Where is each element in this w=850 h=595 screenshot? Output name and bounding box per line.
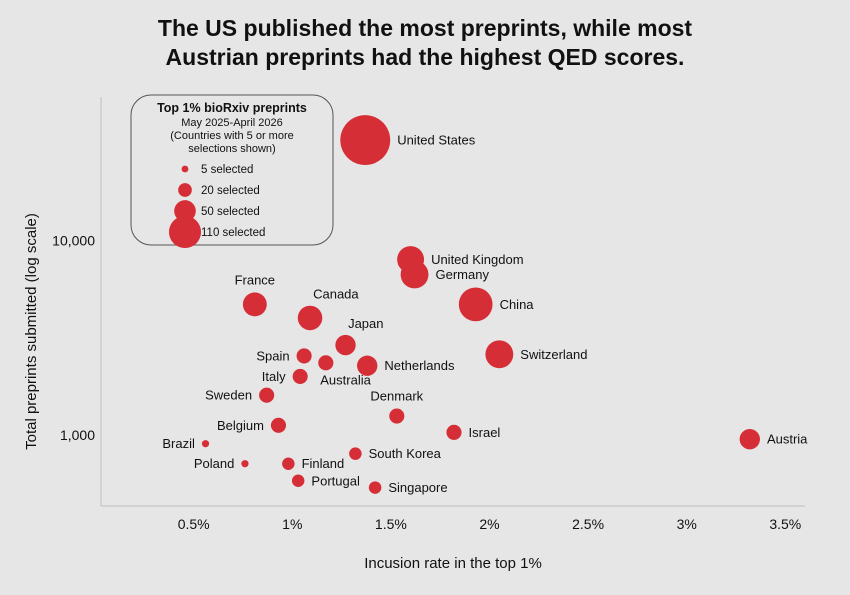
point-label-south-korea: South Korea: [369, 446, 442, 461]
point-label-australia: Australia: [320, 372, 371, 387]
legend-box: [130, 94, 334, 246]
point-label-israel: Israel: [469, 425, 501, 440]
point-sweden: [259, 387, 275, 403]
legend-subtitle: May 2025-April 2026: [181, 117, 283, 129]
point-china: [458, 287, 493, 322]
legend-size-marker: [178, 183, 192, 197]
legend-item-label: 5 selected: [201, 164, 253, 176]
point-label-brazil: Brazil: [162, 436, 195, 451]
point-label-austria: Austria: [767, 432, 808, 447]
point-label-sweden: Sweden: [205, 388, 252, 403]
legend: Top 1% bioRxiv preprints May 2025-April 2…: [130, 94, 334, 249]
x-tick-label: 3.5%: [769, 516, 801, 532]
point-south-korea: [349, 447, 362, 460]
point-belgium: [270, 417, 287, 433]
point-label-portugal: Portugal: [311, 473, 360, 488]
point-label-united-kingdom: United Kingdom: [431, 252, 524, 267]
x-tick-label: 1%: [282, 516, 302, 532]
point-spain: [296, 348, 312, 364]
legend-title: Top 1% bioRxiv preprints: [157, 101, 307, 115]
x-axis-title: Incusion rate in the top 1%: [364, 555, 542, 572]
y-tick-label: 1,000: [60, 427, 95, 443]
point-label-switzerland: Switzerland: [520, 347, 587, 362]
point-label-china: China: [500, 297, 535, 312]
chart-title-line-1: The US published the most preprints, whi…: [157, 15, 693, 41]
x-tick-label: 0.5%: [178, 516, 210, 532]
point-canada: [297, 305, 323, 331]
point-austria: [739, 428, 760, 450]
chart-title-line-2: Austrian preprints had the highest QED s…: [165, 44, 685, 70]
y-axis-title: Total preprints submitted (log scale): [23, 213, 40, 450]
legend-item-label: 20 selected: [201, 185, 260, 197]
legend-item-label: 50 selected: [201, 206, 260, 218]
point-label-germany: Germany: [435, 267, 489, 282]
legend-subtitle: selections shown): [188, 143, 275, 155]
x-tick-label: 2.5%: [572, 516, 604, 532]
chart-title: The US published the most preprints, whi…: [0, 14, 850, 72]
point-portugal: [291, 474, 305, 488]
point-label-canada: Canada: [313, 287, 359, 302]
point-united-states: [340, 115, 391, 166]
point-label-belgium: Belgium: [217, 418, 264, 433]
point-label-singapore: Singapore: [388, 480, 447, 495]
x-tick-label: 1.5%: [375, 516, 407, 532]
point-germany: [400, 260, 429, 289]
point-denmark: [389, 408, 405, 424]
point-singapore: [368, 481, 382, 494]
point-japan: [335, 334, 356, 356]
legend-size-marker: [168, 215, 202, 249]
point-australia: [318, 355, 334, 371]
point-label-united-states: United States: [397, 133, 476, 148]
point-label-spain: Spain: [256, 348, 289, 363]
point-brazil: [201, 440, 210, 448]
point-france: [242, 292, 267, 317]
point-switzerland: [485, 340, 514, 369]
point-label-france: France: [235, 272, 275, 287]
point-label-finland: Finland: [302, 456, 345, 471]
legend-size-marker: [181, 165, 189, 173]
point-label-japan: Japan: [348, 316, 383, 331]
point-label-netherlands: Netherlands: [384, 358, 455, 373]
legend-item-label: 110 selected: [201, 227, 265, 239]
legend-size-marker: [174, 200, 196, 222]
axes: 0.5% 1% 1.5% 2% 2.5% 3% 3.5% 1,000 10,000: [52, 97, 805, 532]
point-israel: [446, 424, 462, 440]
point-label-poland: Poland: [194, 456, 234, 471]
legend-subtitle: (Countries with 5 or more: [170, 130, 294, 142]
y-tick-label: 10,000: [52, 233, 95, 249]
point-italy: [292, 368, 308, 384]
point-label-denmark: Denmark: [370, 388, 423, 403]
x-tick-label: 2%: [479, 516, 499, 532]
point-poland: [241, 460, 249, 468]
point-netherlands: [357, 355, 378, 376]
x-tick-label: 3%: [677, 516, 697, 532]
point-label-italy: Italy: [262, 369, 286, 384]
point-finland: [282, 457, 295, 470]
